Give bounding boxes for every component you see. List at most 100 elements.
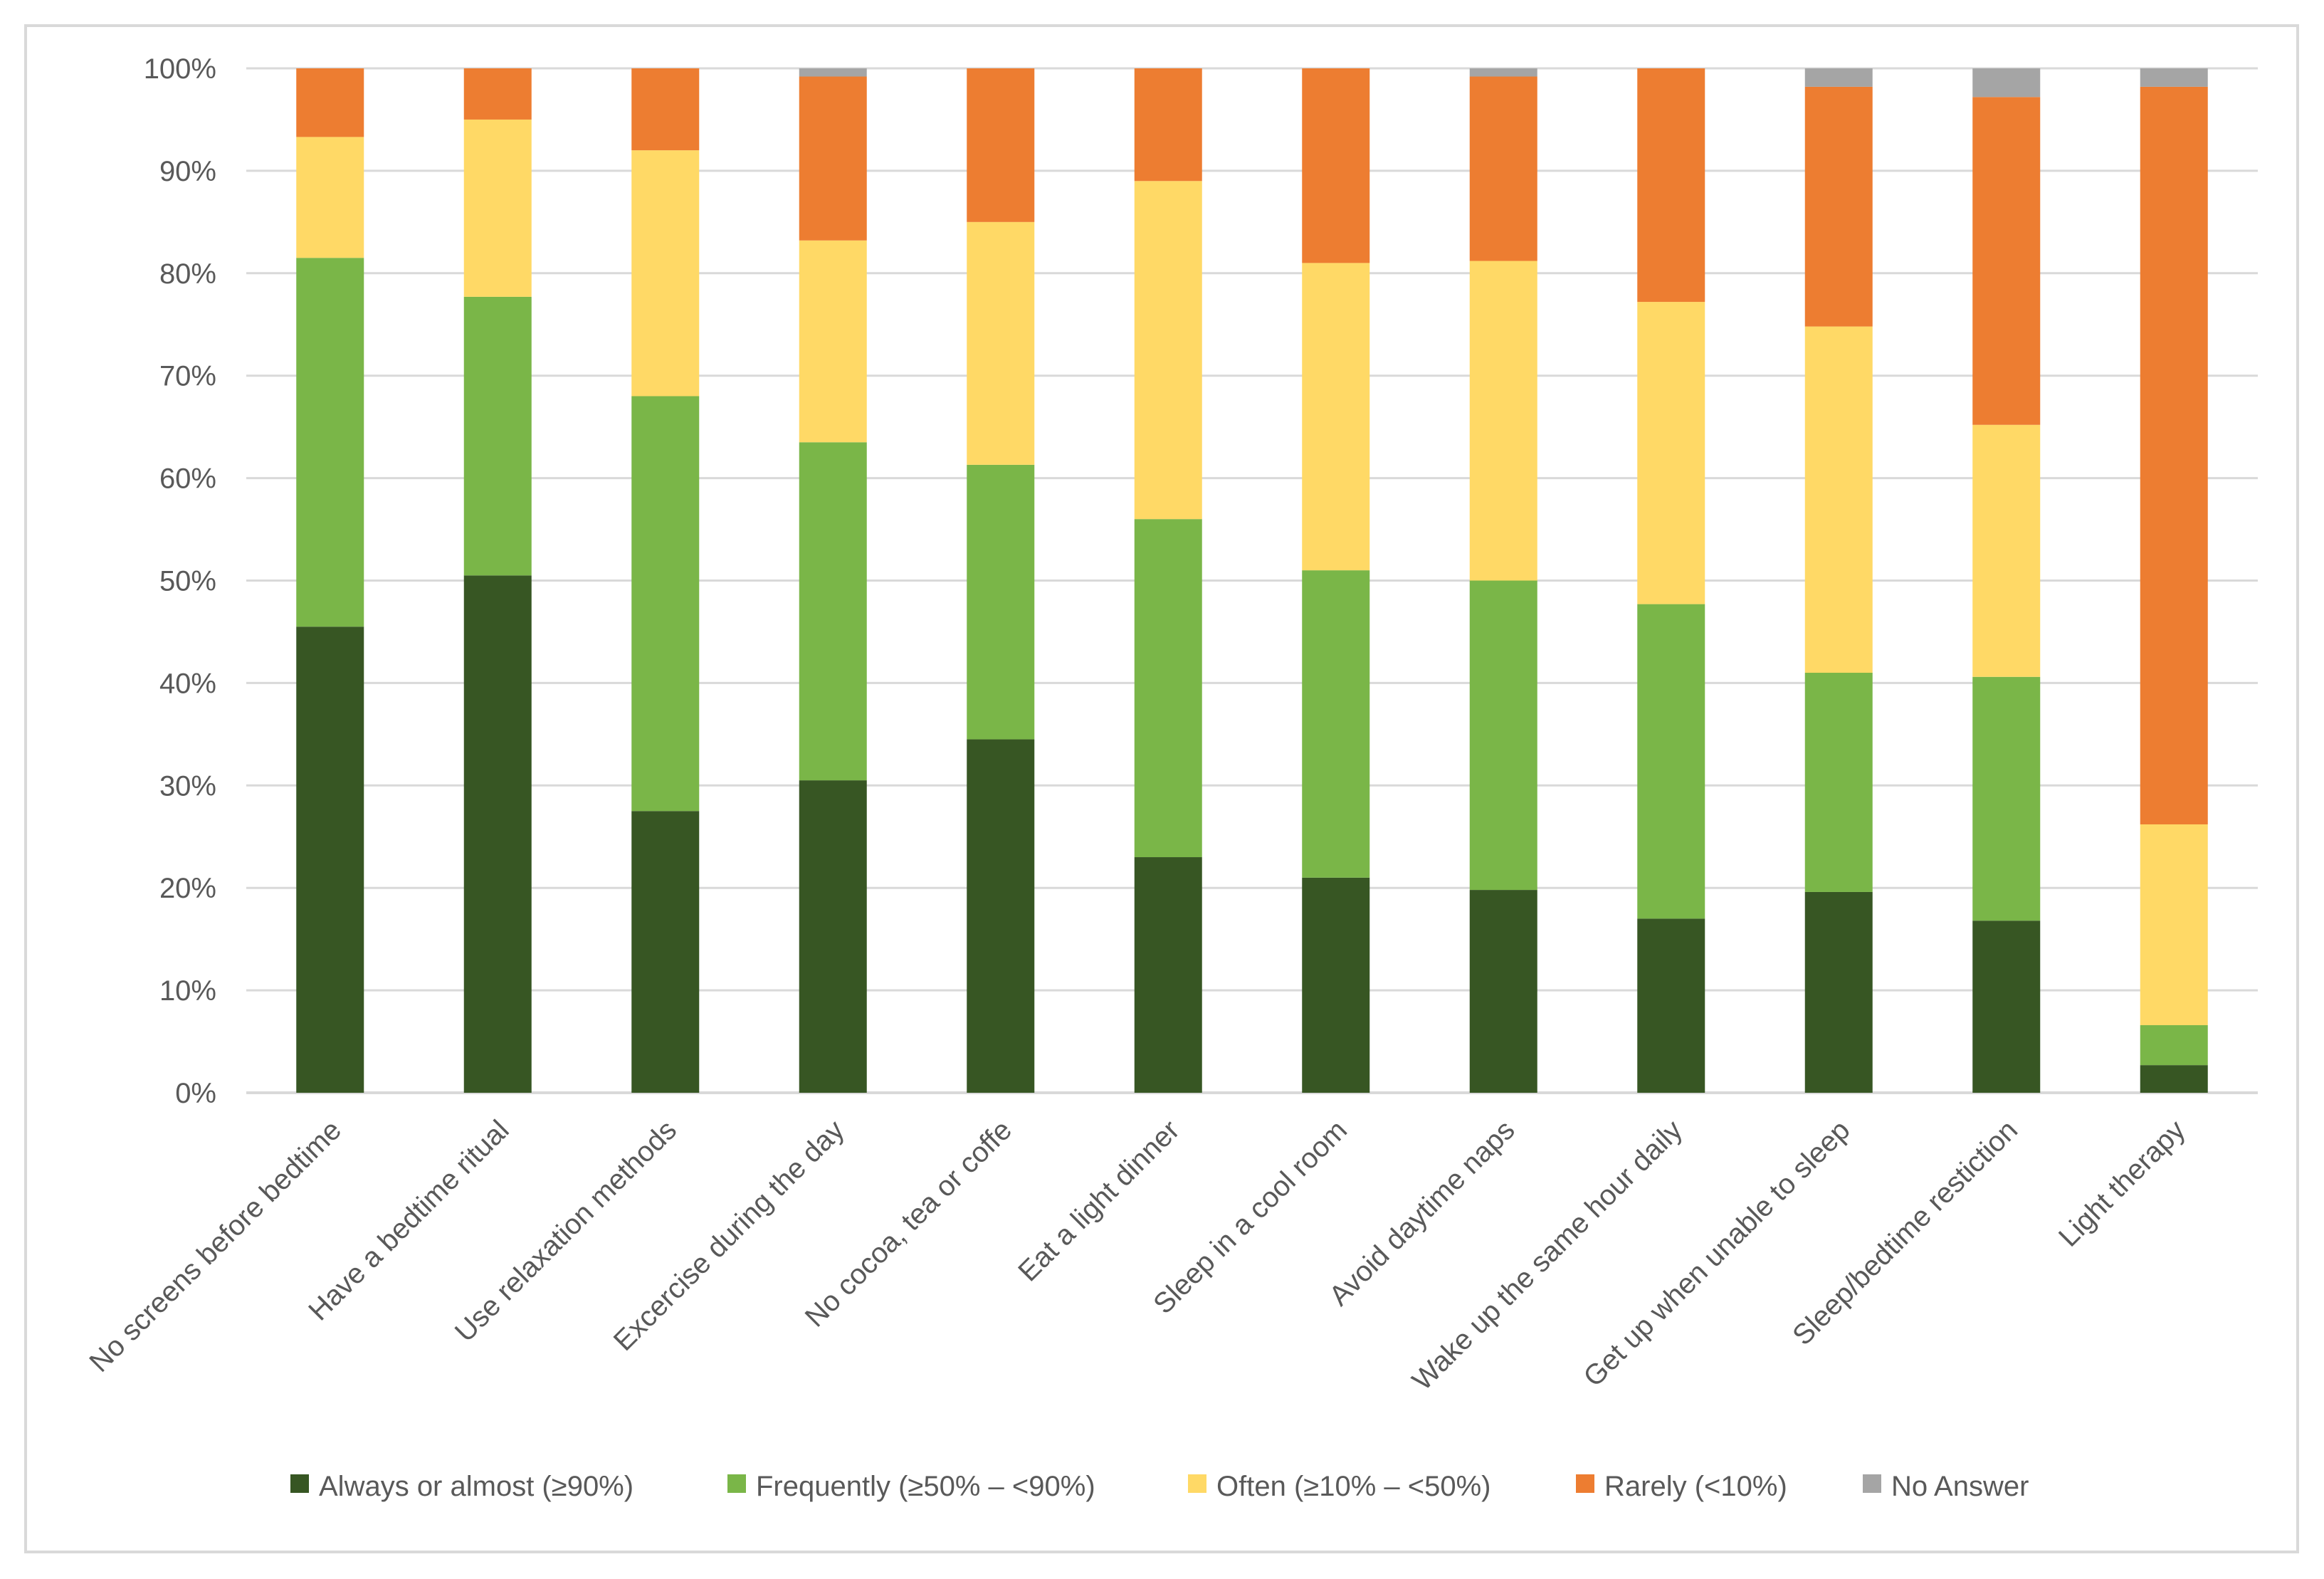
y-tick-label: 70%	[159, 361, 216, 392]
x-tick-label: Get up when unable to sleep	[1577, 1114, 1856, 1392]
bar-segment-rarely-10	[799, 76, 867, 241]
bar-segment-rarely-10	[631, 68, 700, 151]
legend-item-frequently-50-90: Frequently (≥50% – <90%)	[727, 1471, 1095, 1502]
bar-stack-use-relaxation-methods	[631, 68, 700, 1093]
legend-swatch	[1188, 1474, 1206, 1493]
x-tick-label: Eat a light dinner	[1012, 1114, 1185, 1287]
bar-segment-rarely-10	[1972, 97, 2041, 425]
y-tick-label: 20%	[159, 873, 216, 904]
bar-stack-sleep-in-a-cool-room	[1302, 68, 1370, 1093]
bar-segment-frequently-50-90	[799, 442, 867, 781]
legend-label: Often (≥10% – <50%)	[1216, 1471, 1491, 1502]
bar-segment-always-or-almost-90	[1637, 918, 1705, 1093]
bar-stack-no-cocoa-tea-or-coffe	[967, 68, 1035, 1093]
y-tick-label: 50%	[159, 566, 216, 597]
legend-swatch	[1576, 1474, 1594, 1493]
y-tick-label: 80%	[159, 258, 216, 290]
x-tick-label: No screens before bedtime	[83, 1114, 347, 1378]
bars	[296, 68, 2208, 1093]
bar-segment-rarely-10	[296, 68, 364, 137]
y-tick-label: 30%	[159, 770, 216, 802]
bar-segment-rarely-10	[1804, 86, 1873, 327]
legend-label: Frequently (≥50% – <90%)	[756, 1471, 1095, 1502]
bar-segment-often-10-50	[631, 150, 700, 397]
x-tick-label: Wake up the same hour daily	[1407, 1114, 1688, 1396]
bar-segment-frequently-50-90	[2140, 1025, 2208, 1066]
bar-segment-always-or-almost-90	[631, 811, 700, 1093]
bar-segment-always-or-almost-90	[1972, 920, 2041, 1093]
y-tick-label: 40%	[159, 668, 216, 699]
bar-segment-often-10-50	[296, 137, 364, 258]
bar-segment-frequently-50-90	[296, 258, 364, 627]
bar-stack-excercise-during-the-day	[799, 68, 867, 1093]
bar-segment-no-answer	[1469, 68, 1537, 77]
legend-swatch	[290, 1474, 309, 1493]
bar-segment-always-or-almost-90	[1134, 857, 1202, 1093]
bar-segment-often-10-50	[2140, 824, 2208, 1026]
bar-segment-often-10-50	[1302, 263, 1370, 571]
legend-item-often-10-50: Often (≥10% – <50%)	[1188, 1471, 1491, 1502]
y-tick-label: 90%	[159, 156, 216, 187]
bar-segment-always-or-almost-90	[463, 575, 532, 1093]
x-tick-label: Light therapy	[2053, 1114, 2192, 1253]
bar-stack-have-a-bedtime-ritual	[463, 68, 532, 1093]
bar-segment-often-10-50	[1637, 302, 1705, 604]
bar-stack-get-up-when-unable-to-sleep	[1804, 68, 1873, 1093]
legend-swatch	[727, 1474, 746, 1493]
legend-label: Rarely (<10%)	[1604, 1471, 1787, 1502]
bar-segment-no-answer	[1972, 68, 2041, 98]
bar-segment-often-10-50	[967, 221, 1035, 465]
bar-segment-frequently-50-90	[1302, 570, 1370, 878]
bar-segment-always-or-almost-90	[1302, 877, 1370, 1093]
bar-segment-always-or-almost-90	[1469, 890, 1537, 1093]
bar-segment-frequently-50-90	[1804, 673, 1873, 892]
legend-label: No Answer	[1891, 1471, 2029, 1502]
bar-stack-eat-a-light-dinner	[1134, 68, 1202, 1093]
bar-segment-frequently-50-90	[967, 464, 1035, 740]
legend-swatch	[1863, 1474, 1881, 1493]
y-tick-label: 10%	[159, 975, 216, 1007]
bar-segment-frequently-50-90	[1134, 519, 1202, 858]
x-tick-label: Avoid daytime naps	[1323, 1114, 1520, 1311]
bar-stack-wake-up-the-same-hour-daily	[1637, 68, 1705, 1093]
bar-segment-always-or-almost-90	[1804, 891, 1873, 1093]
bar-segment-always-or-almost-90	[2140, 1065, 2208, 1093]
bar-segment-no-answer	[1804, 68, 1873, 87]
bar-segment-always-or-almost-90	[799, 780, 867, 1093]
gridlines	[246, 67, 2258, 1094]
bar-segment-no-answer	[799, 68, 867, 77]
bar-segment-often-10-50	[463, 119, 532, 297]
y-tick-label: 100%	[144, 53, 216, 85]
bar-segment-frequently-50-90	[1637, 604, 1705, 919]
bar-segment-rarely-10	[463, 68, 532, 120]
y-axis-ticks: 0% 10% 20% 30% 40% 50% 60% 70% 80% 90% 100%	[144, 53, 216, 1109]
bar-segment-frequently-50-90	[631, 396, 700, 812]
x-tick-label: Sleep in a cool room	[1147, 1114, 1353, 1320]
bar-segment-rarely-10	[1134, 68, 1202, 182]
bar-segment-no-answer	[2140, 68, 2208, 87]
y-tick-label: 60%	[159, 463, 216, 495]
bar-segment-always-or-almost-90	[296, 626, 364, 1093]
bar-segment-rarely-10	[967, 68, 1035, 222]
bar-segment-often-10-50	[1469, 261, 1537, 581]
bar-segment-often-10-50	[1134, 181, 1202, 520]
bar-segment-often-10-50	[799, 240, 867, 443]
bar-segment-frequently-50-90	[1972, 676, 2041, 921]
bar-stack-light-therapy	[2140, 68, 2208, 1093]
bar-segment-rarely-10	[1637, 68, 1705, 303]
legend-label: Always or almost (≥90%)	[319, 1471, 633, 1502]
bar-segment-rarely-10	[1302, 68, 1370, 263]
legend-item-rarely-10: Rarely (<10%)	[1576, 1471, 1787, 1502]
bar-segment-rarely-10	[2140, 86, 2208, 824]
legend-item-always-or-almost-90: Always or almost (≥90%)	[290, 1471, 633, 1502]
bar-segment-always-or-almost-90	[967, 739, 1035, 1093]
bar-stack-sleep-bedtime-restiction	[1972, 68, 2041, 1093]
y-tick-label: 0%	[175, 1078, 216, 1109]
bar-segment-often-10-50	[1972, 424, 2041, 677]
legend-item-no-answer: No Answer	[1863, 1471, 2029, 1502]
bar-stack-avoid-daytime-naps	[1469, 68, 1537, 1093]
bar-segment-frequently-50-90	[1469, 580, 1537, 891]
bar-segment-frequently-50-90	[463, 296, 532, 576]
bar-segment-often-10-50	[1804, 326, 1873, 673]
